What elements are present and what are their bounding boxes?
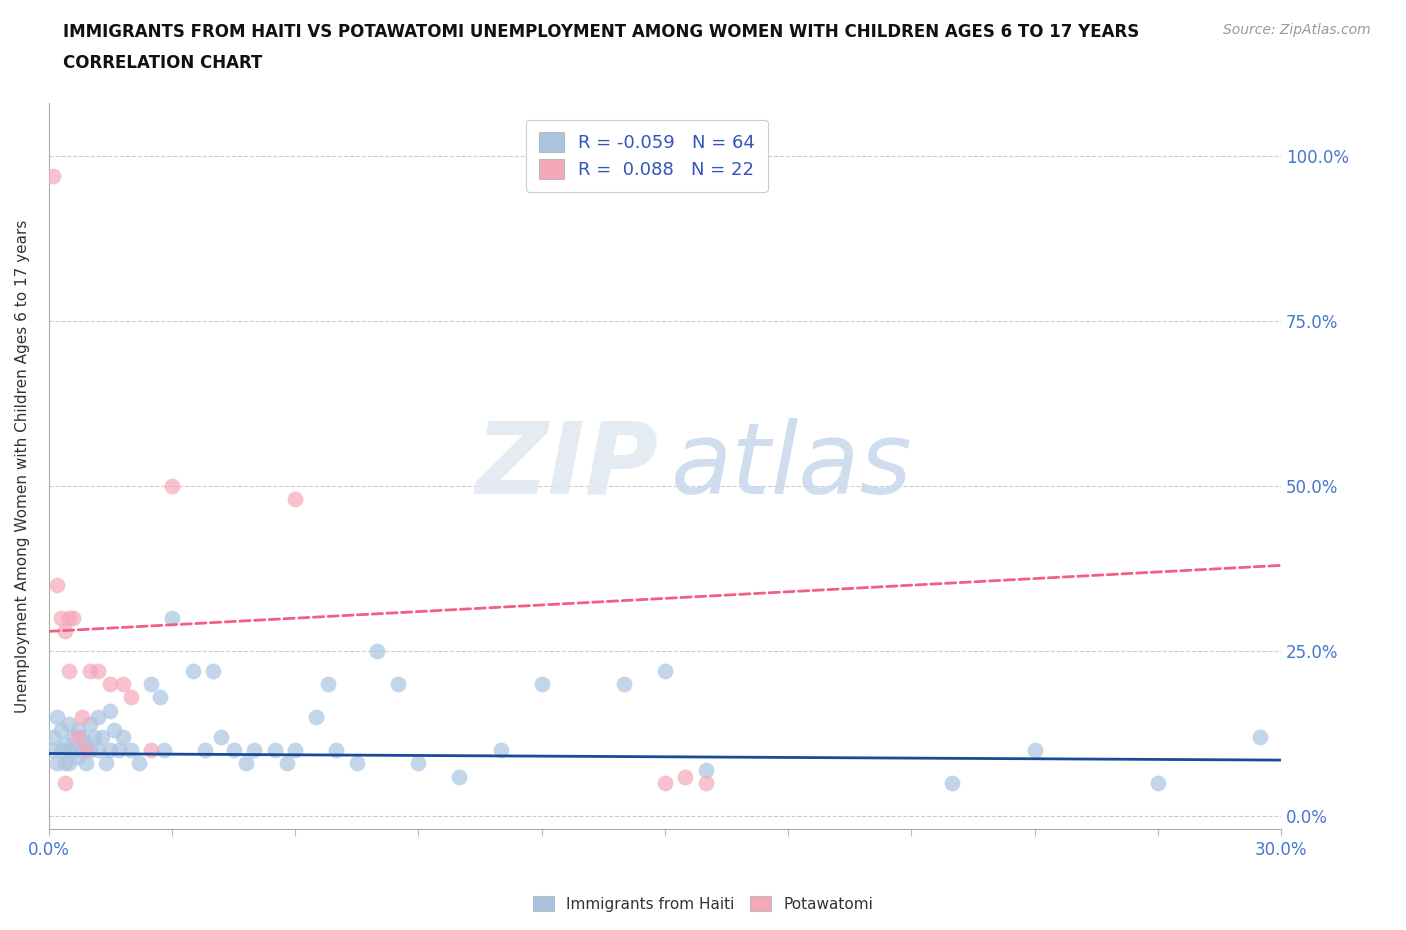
Point [66,750,89,764]
Point [695,776,717,790]
Point [75,743,97,758]
Point [284,743,307,758]
Point [79,663,101,678]
Point [87,663,110,678]
Point [46,710,69,724]
Point [103,723,125,737]
Point [141,677,163,692]
Point [98,677,121,692]
Point [87,743,110,758]
Point [98,743,121,758]
Point [243,743,266,758]
Point [263,743,285,758]
Point [209,729,232,744]
Point [111,729,134,744]
Text: CORRELATION CHART: CORRELATION CHART [63,54,263,72]
Point [152,743,174,758]
Point [941,776,963,790]
Point [62,743,84,758]
Point [276,756,298,771]
Y-axis label: Unemployment Among Women with Children Ages 6 to 17 years: Unemployment Among Women with Children A… [15,219,30,713]
Point [98,703,121,718]
Point [42,168,65,183]
Point [284,492,307,507]
Point [613,677,636,692]
Point [1146,776,1168,790]
Point [58,756,80,771]
Point [42,743,65,758]
Point [149,690,172,705]
Point [181,663,204,678]
Point [316,677,339,692]
Point [42,729,65,744]
Point [1249,729,1271,744]
Point [75,737,97,751]
Point [128,756,150,771]
Point [53,776,76,790]
Text: Source: ZipAtlas.com: Source: ZipAtlas.com [1223,23,1371,37]
Point [70,743,93,758]
Point [141,743,163,758]
Point [305,710,328,724]
Point [66,723,89,737]
Point [58,743,80,758]
Point [66,729,89,744]
Point [79,743,101,758]
Point [120,743,142,758]
Point [489,743,512,758]
Point [325,743,347,758]
Point [58,716,80,731]
Point [120,690,142,705]
Point [49,611,72,626]
Point [346,756,368,771]
Point [530,677,553,692]
Point [1024,743,1046,758]
Legend: Immigrants from Haiti, Potawatomi: Immigrants from Haiti, Potawatomi [526,889,880,918]
Point [70,710,93,724]
Legend: R = -0.059   N = 64, R =  0.088   N = 22: R = -0.059 N = 64, R = 0.088 N = 22 [526,120,768,192]
Point [53,756,76,771]
Point [387,677,409,692]
Point [46,578,69,592]
Point [53,737,76,751]
Point [53,624,76,639]
Point [46,756,69,771]
Point [58,663,80,678]
Point [107,743,129,758]
Point [449,769,471,784]
Point [49,723,72,737]
Text: ZIP: ZIP [475,418,658,515]
Point [160,611,183,626]
Point [87,710,110,724]
Point [83,729,105,744]
Point [202,663,225,678]
Point [673,769,696,784]
Point [96,756,118,771]
Point [70,729,93,744]
Point [49,743,72,758]
Point [79,716,101,731]
Point [408,756,430,771]
Point [58,611,80,626]
Point [366,644,388,658]
Point [654,663,676,678]
Text: atlas: atlas [671,418,912,515]
Point [75,756,97,771]
Point [62,611,84,626]
Point [62,729,84,744]
Text: IMMIGRANTS FROM HAITI VS POTAWATOMI UNEMPLOYMENT AMONG WOMEN WITH CHILDREN AGES : IMMIGRANTS FROM HAITI VS POTAWATOMI UNEM… [63,23,1139,41]
Point [91,729,114,744]
Point [160,479,183,494]
Point [695,763,717,777]
Point [111,677,134,692]
Point [654,776,676,790]
Point [194,743,217,758]
Point [222,743,245,758]
Point [235,756,257,771]
